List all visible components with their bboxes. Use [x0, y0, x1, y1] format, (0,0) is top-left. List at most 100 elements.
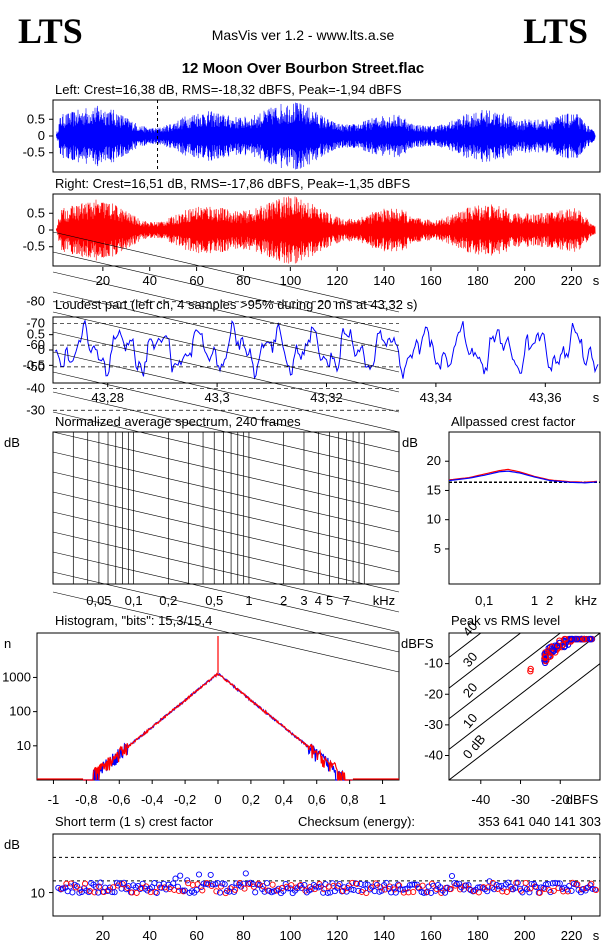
- crest-point-left: [395, 881, 402, 888]
- slope-line: [52, 251, 400, 333]
- x-tick-label: -0,4: [141, 792, 163, 807]
- crest-point-right: [119, 881, 126, 888]
- slope-line: [52, 591, 400, 673]
- x-tick-label: -0,8: [75, 792, 97, 807]
- crest-point-left: [324, 889, 331, 896]
- crest-point-right: [499, 888, 506, 895]
- crest-point-right: [386, 883, 393, 890]
- crest-point-right: [91, 889, 98, 896]
- crest-point-left: [174, 883, 181, 890]
- x-tick-label: 5: [326, 593, 333, 608]
- crest-point-left: [465, 882, 472, 889]
- y-tick-label: 1000: [2, 669, 31, 684]
- pvr-point: [562, 635, 569, 643]
- slope-line: [52, 331, 400, 413]
- x-tick-label: 60: [189, 928, 203, 943]
- crest-point-left: [205, 881, 212, 888]
- crest-point-right: [339, 887, 346, 894]
- crest-point-right: [503, 888, 510, 895]
- crest-point-left: [179, 887, 186, 894]
- crest-point-right: [203, 880, 211, 887]
- x-tick-label: 220: [561, 273, 583, 288]
- crest-point-right: [199, 887, 206, 894]
- crest-point-left: [484, 888, 491, 895]
- crest-point-right: [517, 887, 525, 894]
- crest-point-right: [133, 889, 140, 896]
- y-tick-label: -80: [26, 294, 45, 309]
- diagonal-label: 0 dB: [460, 732, 489, 762]
- crest-point-left: [397, 886, 404, 893]
- slope-line: [52, 231, 400, 313]
- crest-point-left: [242, 870, 249, 877]
- x-tick-label: 60: [189, 273, 203, 288]
- crest-point-right: [367, 884, 375, 891]
- crest-point-left: [193, 886, 200, 893]
- crest-point-right: [241, 885, 248, 892]
- crest-point-left: [320, 889, 327, 896]
- x-tick-label: 40: [143, 928, 157, 943]
- crest-point-left: [137, 885, 144, 892]
- x-tick-label: 80: [236, 928, 250, 943]
- crest-point-left: [111, 889, 118, 896]
- x-tick-label: -30: [511, 792, 530, 807]
- x-tick-label: 180: [467, 273, 489, 288]
- x-tick-label: -1: [48, 792, 60, 807]
- crest-point-left: [547, 889, 554, 896]
- x-unit-label: s: [593, 928, 600, 943]
- x-tick-label: 2: [280, 593, 287, 608]
- x-unit-label: s: [593, 390, 600, 405]
- x-unit-label: s: [593, 273, 600, 288]
- y-tick-label: 0.5: [27, 205, 45, 220]
- slope-line: [52, 271, 400, 353]
- pvr-point: [566, 635, 574, 643]
- crest-blue: [448, 470, 598, 484]
- crest-point-right: [72, 884, 79, 891]
- crest-point-left: [570, 880, 577, 888]
- crest-point-right: [128, 889, 136, 896]
- crest-point-left: [448, 872, 456, 880]
- y-tick-label: -50: [26, 359, 45, 374]
- pvr-point: [581, 635, 588, 643]
- crest-point-left: [118, 885, 125, 892]
- crest-point-right: [485, 884, 492, 891]
- app-version-label: MasVis ver 1.2 - www.lts.a.se: [211, 27, 395, 43]
- x-tick-label: 180: [467, 928, 489, 943]
- y-axis-label: dBFS: [401, 636, 434, 651]
- crest-point-left: [533, 884, 540, 891]
- crest-point-right: [175, 887, 182, 894]
- y-tick-label: 10: [427, 512, 441, 527]
- slope-line: [52, 351, 400, 433]
- pvr-point: [527, 665, 534, 673]
- y-tick-label: 5: [434, 541, 441, 556]
- y-tick-label: 0.5: [27, 111, 45, 126]
- crest-point-left: [97, 879, 104, 886]
- x-tick-label: -20: [551, 792, 570, 807]
- y-tick-label: -0.5: [23, 357, 45, 372]
- crest-point-left: [549, 880, 556, 887]
- crest-point-right: [489, 879, 496, 887]
- slope-line: [52, 511, 400, 593]
- crest-point-left: [263, 880, 270, 887]
- crest-point-left: [153, 889, 160, 896]
- crest-point-left: [221, 881, 228, 888]
- y-axis-label: dB: [4, 435, 20, 450]
- slope-line: [52, 451, 400, 533]
- crest-point-right: [522, 879, 529, 887]
- crest-point-left: [542, 881, 549, 888]
- crest-point-left: [74, 883, 81, 890]
- crest-point-left: [195, 871, 203, 878]
- plot-frame: [52, 431, 400, 585]
- crest-point-right: [400, 889, 407, 896]
- pvr-point: [545, 647, 552, 654]
- crest-point-left: [280, 887, 287, 895]
- x-tick-label: 220: [561, 928, 583, 943]
- y-tick-label: -60: [26, 337, 45, 352]
- x-unit-label: kHz: [575, 593, 597, 608]
- crest-point-right: [564, 888, 571, 895]
- crest-point-left: [378, 887, 385, 894]
- crest-point-right: [213, 888, 220, 895]
- x-tick-label: 43,34: [420, 390, 453, 405]
- x-tick-label: 3: [300, 593, 307, 608]
- panel-title: Loudest part (left ch, 4 samples >95% du…: [55, 297, 417, 312]
- crest-point-right: [410, 888, 417, 896]
